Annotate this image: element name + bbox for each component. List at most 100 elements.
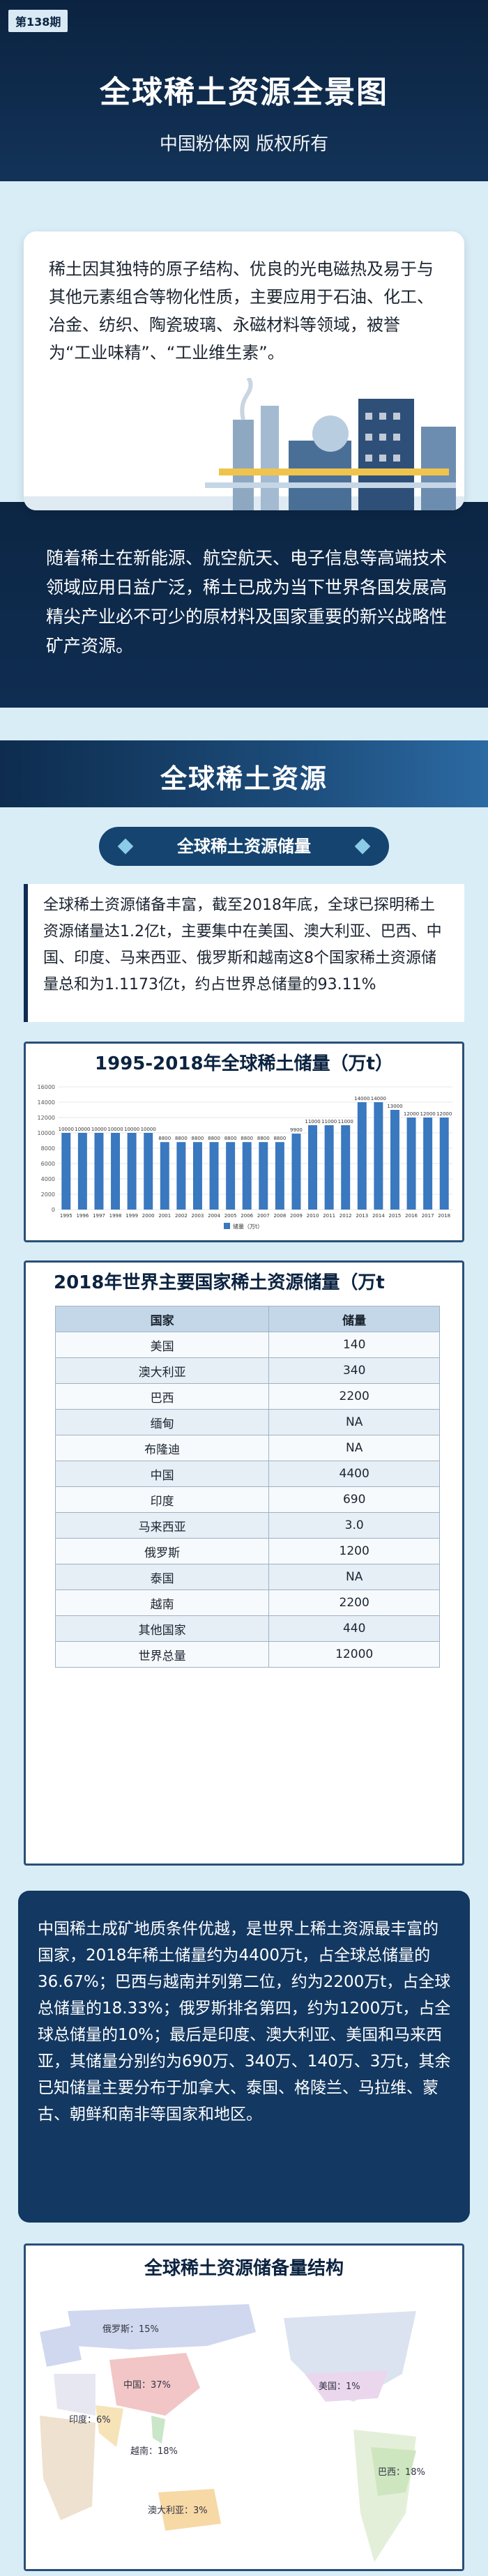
chart-bar	[192, 1142, 202, 1210]
table-cell-reserve: 2200	[268, 1383, 440, 1410]
bar-value-label: 11000	[321, 1119, 337, 1125]
chart-bar	[406, 1118, 416, 1210]
table-cell-country: 布隆迪	[54, 1435, 270, 1461]
table-cell-country: 越南	[54, 1590, 270, 1616]
chart-bar	[275, 1142, 284, 1210]
table-cell-country: 澳大利亚	[54, 1357, 270, 1384]
reserve-bar-chart: 0 2000 4000 6000 8000 10000 12000 14000 16000 100…	[38, 1084, 452, 1230]
copyright-line: 中国粉体网 版权所有	[159, 134, 329, 155]
region-brazil	[371, 2447, 416, 2496]
table-row: 越南 2200	[54, 1590, 440, 1616]
bar-value-label: 10000	[59, 1127, 74, 1132]
bar-value-label: 8800	[273, 1136, 286, 1141]
chart-bar	[308, 1125, 318, 1210]
table-cell-reserve: 690	[268, 1486, 440, 1513]
x-tick-label: 2001	[158, 1213, 171, 1219]
x-tick-label: 2018	[438, 1213, 450, 1219]
bar-value-label: 14000	[354, 1096, 369, 1102]
reserve-table-card: 2018年世界主要国家稀土资源储量（万t 国家 储量 美国 140 澳大利亚 340 巴…	[24, 1260, 464, 1866]
x-tick-label: 2017	[422, 1213, 434, 1219]
bar-value-label: 8800	[175, 1136, 188, 1141]
x-tick-label: 1999	[125, 1213, 138, 1219]
y-tick-label: 12000	[38, 1115, 55, 1121]
bar-value-label: 9900	[290, 1127, 303, 1133]
region-africa	[40, 2416, 96, 2520]
table-cell-country: 马来西亚	[54, 1512, 270, 1539]
bar-value-label: 12000	[420, 1111, 435, 1117]
region-usa	[305, 2370, 388, 2402]
chart-bar	[439, 1118, 449, 1210]
table-cell-reserve: 3.0	[268, 1512, 440, 1539]
bar-value-label: 8800	[241, 1136, 253, 1141]
table-cell-reserve: 2200	[268, 1590, 440, 1616]
table-cell-country: 俄罗斯	[54, 1538, 270, 1564]
table-cell-reserve: 340	[268, 1357, 440, 1384]
section-band: 全球稀土资源	[0, 740, 488, 807]
region-russia	[68, 2304, 256, 2349]
chart-bar	[423, 1118, 433, 1210]
region-europe	[40, 2325, 82, 2367]
page-title: 全球稀土资源全景图	[100, 75, 388, 110]
table-cell-reserve: 440	[268, 1615, 440, 1642]
reserve-chart-card: 1995-2018年全球稀土储量（万t） 0 2000 4000 6000 8000 10…	[24, 1042, 464, 1242]
y-tick-label: 6000	[41, 1161, 55, 1167]
table-cell-reserve: NA	[268, 1564, 440, 1590]
bar-value-label: 8800	[257, 1136, 270, 1141]
bar-value-label: 8800	[192, 1136, 204, 1141]
table-header-country: 国家	[54, 1306, 270, 1332]
map-title: 全球稀土资源储备量结构	[144, 2258, 344, 2279]
region-india	[96, 2405, 123, 2447]
table-cell-country: 巴西	[54, 1383, 270, 1410]
table-cell-country: 泰国	[54, 1564, 270, 1590]
y-tick-label: 16000	[38, 1084, 55, 1090]
table-cell-reserve: NA	[268, 1435, 440, 1461]
map-label-brazil: 巴西：18%	[378, 2467, 425, 2478]
table-row: 缅甸 NA	[54, 1409, 440, 1435]
x-tick-label: 1996	[76, 1213, 89, 1219]
table-row: 布隆迪 NA	[54, 1435, 440, 1461]
chart-bar	[209, 1142, 219, 1210]
chart-bar	[259, 1142, 268, 1210]
x-tick-label: 2009	[290, 1213, 303, 1219]
distribution-text: 中国稀土成矿地质条件优越，是世界上稀土资源最丰富的国家，2018年稀土储量约为4…	[38, 1920, 451, 2124]
chart-bar	[374, 1102, 383, 1210]
map-card: 全球稀土资源储备量结构 俄罗斯：15% 中国：37% 印度：6% 越南：18% …	[24, 2243, 464, 2571]
map-label-russia: 俄罗斯：15%	[102, 2324, 159, 2335]
map-label-australia: 澳大利亚：3%	[148, 2505, 208, 2516]
table-row: 印度 690	[54, 1486, 440, 1513]
table-cell-country: 美国	[54, 1332, 270, 1358]
x-tick-label: 2015	[389, 1213, 402, 1219]
bar-value-label: 8800	[158, 1136, 171, 1141]
chart-bar	[94, 1133, 104, 1210]
region-china	[109, 2353, 200, 2416]
table-title: 2018年世界主要国家稀土资源储量（万t	[54, 1272, 385, 1293]
bar-value-label: 10000	[107, 1127, 123, 1132]
chart-bar	[242, 1142, 252, 1210]
world-map: 俄罗斯：15% 中国：37% 印度：6% 越南：18% 澳大利亚：3% 美国：1…	[26, 2283, 462, 2569]
intro-dark-block: 随着稀土在新能源、航空航天、电子信息等高端技术领域应用日益广泛，稀土已成为当下世…	[0, 502, 488, 708]
y-tick-label: 2000	[41, 1191, 55, 1198]
chart-bar	[127, 1133, 137, 1210]
x-tick-label: 2014	[372, 1213, 385, 1219]
table-row: 俄罗斯 1200	[54, 1538, 440, 1564]
chart-bar	[176, 1142, 186, 1210]
x-tick-label: 2006	[241, 1213, 253, 1219]
table-row: 其他国家 440	[54, 1615, 440, 1642]
table-cell-country: 世界总量	[54, 1641, 270, 1668]
bar-value-label: 10000	[124, 1127, 139, 1132]
section-title: 全球稀土资源	[160, 763, 328, 794]
bar-value-label: 11000	[338, 1119, 353, 1125]
x-tick-label: 2012	[340, 1213, 352, 1219]
chart-title: 1995-2018年全球稀土储量（万t）	[95, 1053, 393, 1074]
bar-value-label: 8800	[224, 1136, 237, 1141]
distribution-block: 中国稀土成矿地质条件优越，是世界上稀土资源最丰富的国家，2018年稀土储量约为4…	[18, 1891, 470, 2223]
x-tick-label: 2002	[175, 1213, 188, 1219]
legend-label: 储量（万t）	[233, 1223, 263, 1230]
table-cell-country: 印度	[54, 1486, 270, 1513]
x-tick-label: 2008	[273, 1213, 286, 1219]
header: 第138期 全球稀土资源全景图 中国粉体网 版权所有	[0, 0, 488, 181]
table-row: 澳大利亚 340	[54, 1357, 440, 1384]
y-tick-label: 8000	[41, 1145, 55, 1152]
table-cell-reserve: 1200	[268, 1538, 440, 1564]
intro-card-body: 稀土因其独特的原子结构、优良的光电磁热及易于与其他元素组合等物化性质，主要应用于…	[24, 231, 464, 510]
